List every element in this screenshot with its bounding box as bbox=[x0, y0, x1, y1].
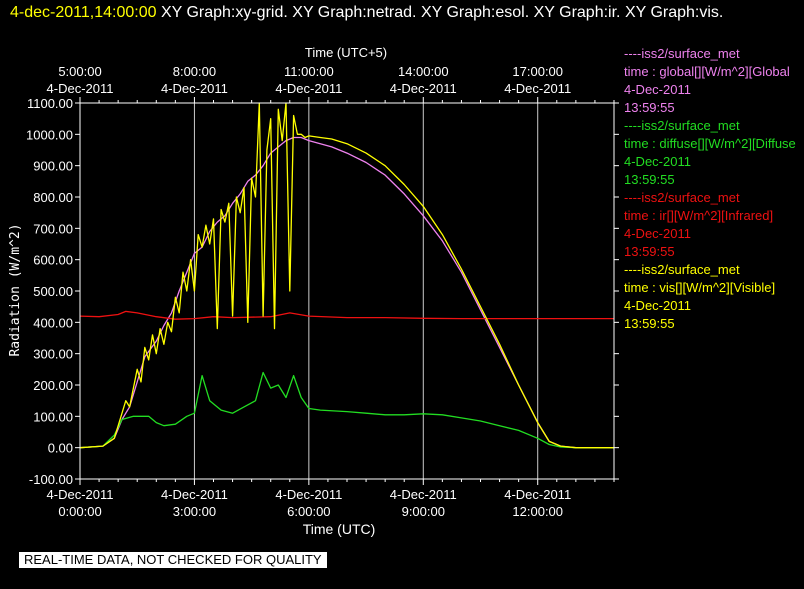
x-top-tick-label: 14:00:00 bbox=[398, 64, 449, 79]
legend-entry-global: ----iss2/surface_met time : global[][W/m… bbox=[624, 45, 804, 117]
x-tick-label: 0:00:00 bbox=[58, 504, 101, 519]
y-tick-label: 800.00 bbox=[33, 190, 73, 205]
graph-name: XY Graph:ir. bbox=[533, 4, 621, 21]
y-tick-label: 1100.00 bbox=[27, 96, 73, 111]
legend-entry-ir: ----iss2/surface_met time : ir[][W/m^2][… bbox=[624, 189, 804, 261]
timestamp: 4-dec-2011,14:00:00 bbox=[10, 4, 157, 21]
graph-name: XY Graph:xy-grid. bbox=[160, 4, 288, 21]
y-tick-label: -100.00 bbox=[29, 472, 73, 487]
graph-name: XY Graph:netrad. bbox=[292, 4, 417, 21]
x-top-tick-label: 11:00:00 bbox=[284, 64, 334, 79]
graph-title-bar: 4-dec-2011,14:00:00 XY Graph:xy-grid. XY… bbox=[10, 2, 800, 24]
legend-entry-vis: ----iss2/surface_met time : vis[][W/m^2]… bbox=[624, 261, 804, 333]
legend-time: 13:59:55 bbox=[624, 100, 675, 115]
legend-source: ----iss2/surface_met bbox=[624, 118, 740, 133]
y-tick-label: 1000.00 bbox=[26, 127, 73, 142]
x-top-tick-label: 17:00:00 bbox=[512, 64, 563, 79]
x-axis-top: 5:00:00 4-Dec-2011 8:00:00 4-Dec-2011 11:00:… bbox=[47, 64, 615, 103]
x-tick-label: 12:00:00 bbox=[512, 504, 563, 519]
series-line-vis bbox=[79, 102, 614, 449]
x-top-tick-label: 4-Dec-2011 bbox=[161, 81, 228, 96]
legend-time: 13:59:55 bbox=[624, 244, 675, 259]
legend-field: time : ir[][W/m^2][Infrared] bbox=[624, 208, 774, 223]
legend-date: 4-Dec-2011 bbox=[624, 82, 691, 97]
y-axis-label: Radiation (W/m^2) bbox=[8, 223, 23, 356]
y-tick-label: 500.00 bbox=[33, 284, 73, 299]
legend-field: time : global[][W/m^2][Global bbox=[624, 64, 790, 79]
legend-time: 13:59:55 bbox=[624, 316, 675, 331]
series-line-ir bbox=[79, 310, 614, 320]
x-top-tick-label: 5:00:00 bbox=[58, 64, 101, 79]
y-tick-label: 0.00 bbox=[48, 441, 73, 456]
y-tick-label: 400.00 bbox=[33, 315, 73, 330]
y-tick-label: 700.00 bbox=[33, 221, 73, 236]
legend-source: ----iss2/surface_met bbox=[624, 46, 740, 61]
legend-source: ----iss2/surface_met bbox=[624, 262, 740, 277]
y-axis: -100.00 0.00 100.00 200.00 300.00 400.00 500.0… bbox=[26, 96, 619, 487]
series-layer bbox=[79, 102, 614, 449]
x-top-tick-label: 4-Dec-2011 bbox=[47, 81, 114, 96]
x-tick-label: 4-Dec-2011 bbox=[504, 487, 571, 502]
plot-frame bbox=[79, 102, 615, 480]
legend-entry-diffuse: ----iss2/surface_met time : diffuse[][W/… bbox=[624, 117, 804, 189]
y-tick-label: 300.00 bbox=[33, 347, 73, 362]
x-tick-label: 4-Dec-2011 bbox=[47, 487, 114, 502]
x-tick-label: 9:00:00 bbox=[402, 504, 445, 519]
legend-date: 4-Dec-2011 bbox=[624, 154, 691, 169]
x-tick-label: 3:00:00 bbox=[173, 504, 216, 519]
graph-name: XY Graph:esol. bbox=[420, 4, 530, 21]
y-tick-label: 200.00 bbox=[33, 378, 73, 393]
legend-field: time : vis[][W/m^2][Visible] bbox=[624, 280, 776, 295]
x-tick-label: 6:00:00 bbox=[287, 504, 330, 519]
y-tick-label: 100.00 bbox=[33, 409, 73, 424]
x-tick-label: 4-Dec-2011 bbox=[161, 487, 228, 502]
x-axis: 4-Dec-2011 0:00:00 4-Dec-2011 3:00:00 4-Dec-… bbox=[47, 479, 615, 519]
legend-time: 13:59:55 bbox=[624, 172, 675, 187]
x-top-tick-label: 8:00:00 bbox=[173, 64, 216, 79]
y-tick-label: 600.00 bbox=[33, 253, 73, 268]
legend-source: ----iss2/surface_met bbox=[624, 190, 740, 205]
x-top-tick-label: 4-Dec-2011 bbox=[504, 81, 571, 96]
x-tick-label: 4-Dec-2011 bbox=[275, 487, 342, 502]
series-line-global bbox=[79, 136, 614, 449]
x-top-tick-label: 4-Dec-2011 bbox=[390, 81, 457, 96]
x-top-tick-label: 4-Dec-2011 bbox=[275, 81, 342, 96]
grid bbox=[193, 103, 539, 479]
series-line-diffuse bbox=[79, 371, 614, 449]
quality-warning: REAL-TIME DATA, NOT CHECKED FOR QUALITY bbox=[19, 552, 327, 568]
graph-name: XY Graph:vis. bbox=[624, 4, 724, 21]
x-axis-label: Time (UTC) bbox=[303, 521, 376, 537]
legend-field: time : diffuse[][W/m^2][Diffuse bbox=[624, 136, 796, 151]
legend-date: 4-Dec-2011 bbox=[624, 298, 691, 313]
y-tick-label: 900.00 bbox=[33, 159, 73, 174]
x-axis-top-label: Time (UTC+5) bbox=[305, 45, 387, 60]
legend-date: 4-Dec-2011 bbox=[624, 226, 691, 241]
x-tick-label: 4-Dec-2011 bbox=[390, 487, 457, 502]
